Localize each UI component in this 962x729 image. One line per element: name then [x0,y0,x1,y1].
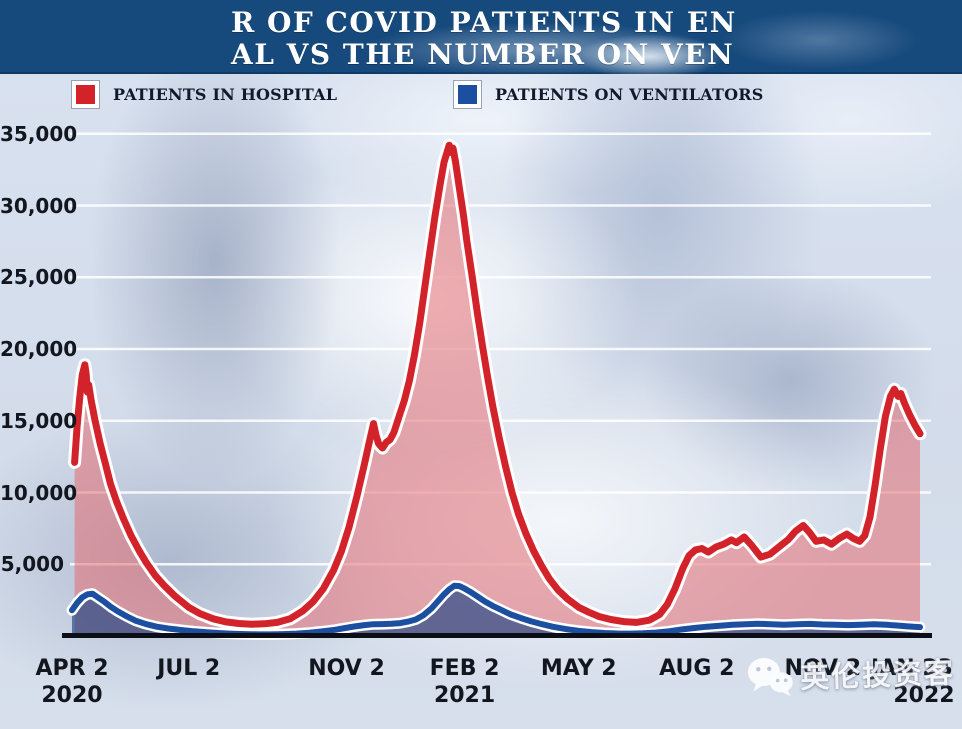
x-tick-label: AUG 2 [659,656,735,681]
x-tick-label: APR 2 2020 [35,656,109,708]
legend-label-ventilators: PATIENTS ON VENTILATORS [495,85,764,104]
y-tick-label: 35,000 [0,121,78,146]
y-tick-label: 30,000 [0,193,78,218]
banner-light-blob [575,34,725,79]
x-tick-label: JAN 23 2022 [871,656,955,708]
x-tick-label: JUL 2 [157,656,221,681]
legend-label-hospital: PATIENTS IN HOSPITAL [113,85,338,104]
legend-item-hospital: PATIENTS IN HOSPITAL [72,81,337,108]
title-line-2: AL VS THE NUMBER ON VEN [231,38,735,71]
x-tick-label: MAY 2 [540,656,617,681]
x-tick-label: FEB 2 2021 [429,656,500,708]
legend-swatch-red [72,81,99,108]
y-tick-label: 5,000 [0,552,64,577]
title-line-1: R OF COVID PATIENTS IN EN [231,6,737,39]
y-tick-label: 25,000 [0,265,78,290]
y-tick-label: 20,000 [0,337,78,361]
y-tick-label: 15,000 [0,408,78,433]
legend-item-ventilators: PATIENTS ON VENTILATORS [454,81,764,108]
x-tick-label: NOV 2 [308,656,385,681]
title-banner: R OF COVID PATIENTS IN EN AL VS THE NUMB… [0,0,962,79]
banner-light-blob [720,10,920,70]
legend-swatch-blue [454,81,481,108]
x-tick-label: NOV 2 [784,656,862,681]
y-tick-label: 10,000 [0,480,78,505]
